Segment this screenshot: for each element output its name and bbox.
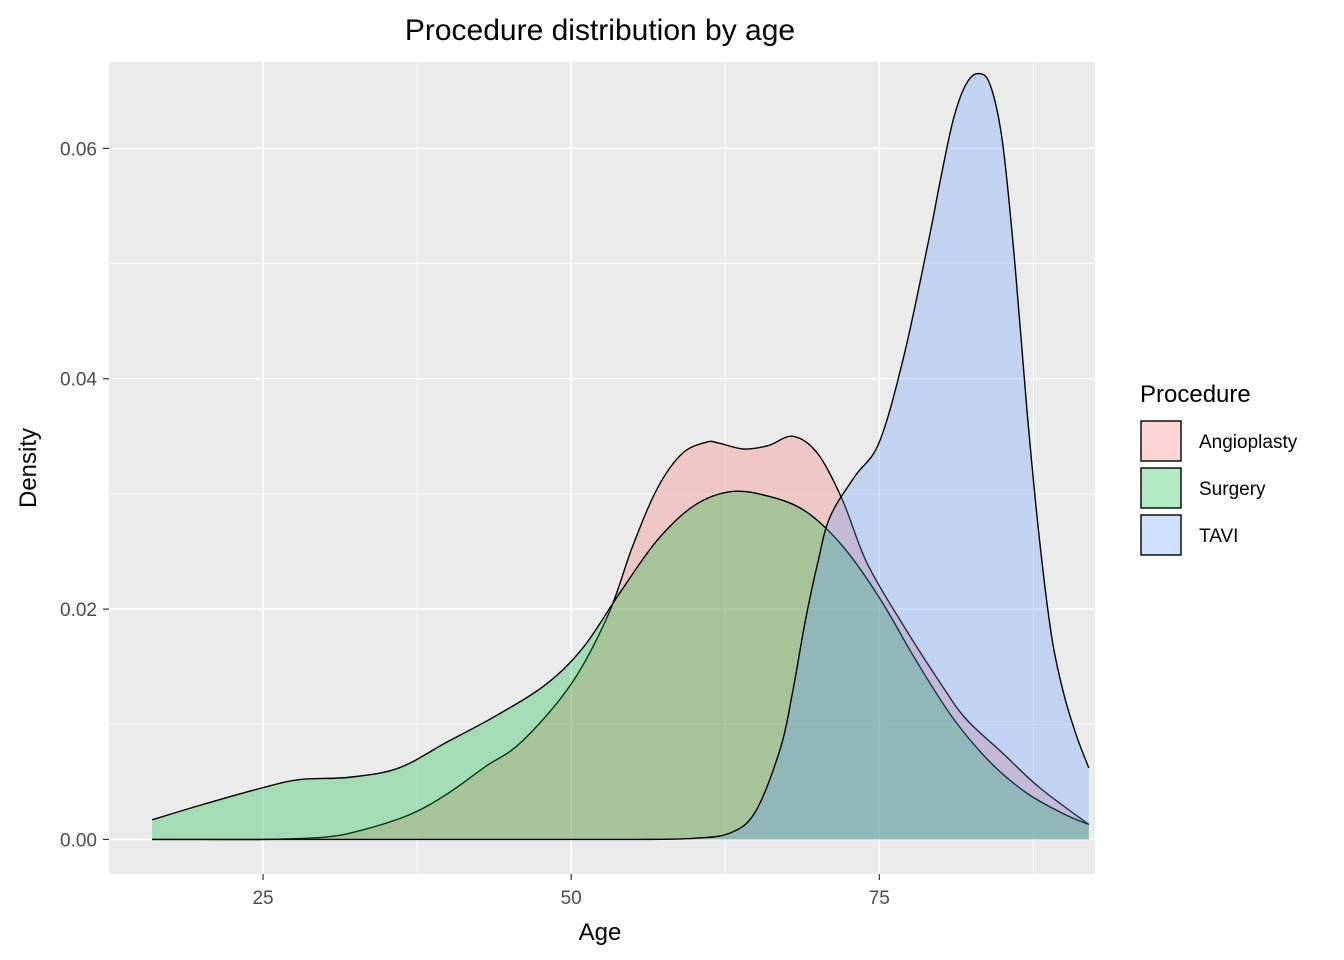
legend-key-angioplasty	[1140, 420, 1182, 462]
y-axis-ticks: 0.00 0.02 0.04 0.06	[60, 139, 109, 851]
x-axis-ticks: 25 50 75	[252, 874, 890, 909]
x-tick-label: 50	[561, 888, 582, 909]
legend-title: Procedure	[1140, 381, 1251, 408]
legend-label-tavi: TAVI	[1199, 526, 1238, 547]
x-axis-title: Age	[579, 919, 622, 946]
y-tick-label: 0.02	[60, 600, 97, 621]
y-tick-label: 0.00	[60, 830, 97, 851]
x-tick-label: 25	[252, 888, 273, 909]
legend-key-tavi	[1140, 514, 1182, 556]
chart-title: Procedure distribution by age	[405, 14, 795, 47]
legend-key-bg-angioplasty	[1140, 420, 1182, 462]
outline-angioplasty	[152, 435, 1090, 841]
legend-label-surgery: Surgery	[1199, 479, 1266, 500]
area-tavi	[152, 73, 1089, 840]
legend-key-bg-tavi	[1140, 514, 1182, 556]
legend-label-angioplasty: Angioplasty	[1199, 432, 1298, 453]
outline-tavi	[152, 72, 1090, 841]
legend: Procedure Angioplasty Surgery TAVI	[1140, 381, 1298, 556]
density-areas	[151, 72, 1090, 841]
minor-gridlines	[109, 62, 1095, 874]
plot-panel	[109, 62, 1095, 874]
area-angioplasty	[152, 436, 1089, 840]
area-surgery	[152, 491, 1089, 840]
y-tick-label: 0.04	[60, 370, 97, 391]
x-tick-label: 75	[869, 888, 890, 909]
legend-key-bg-surgery	[1140, 467, 1182, 509]
y-axis-title: Density	[15, 428, 42, 508]
y-tick-label: 0.06	[60, 139, 97, 160]
outline-surgery	[151, 490, 1090, 826]
legend-key-surgery	[1140, 467, 1182, 509]
